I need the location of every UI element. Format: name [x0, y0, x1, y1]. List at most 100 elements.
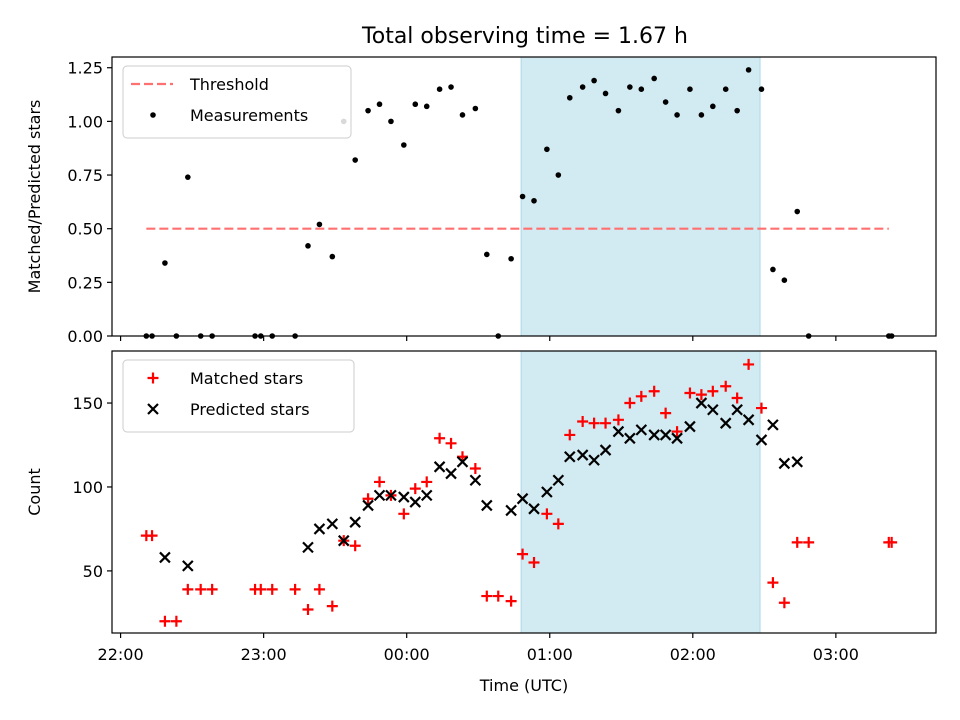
- legend-label: Threshold: [189, 75, 269, 94]
- data-point: [638, 86, 645, 92]
- data-point: [329, 253, 336, 260]
- data-point: [552, 474, 565, 487]
- data-point: [448, 84, 454, 90]
- data-point: [388, 118, 394, 125]
- legend-label: Matched stars: [190, 369, 303, 388]
- x-tick-label: 22:00: [98, 645, 144, 664]
- y-tick-label: 1.00: [67, 112, 103, 131]
- data-point: [591, 77, 597, 84]
- data-point: [423, 103, 430, 110]
- data-point: [778, 457, 791, 470]
- data-point: [720, 380, 732, 392]
- data-point: [755, 434, 768, 446]
- data-point: [469, 474, 482, 487]
- legend-swatch: [147, 403, 159, 415]
- axes-frame: [111, 56, 937, 337]
- data-point: [472, 105, 479, 112]
- data-point: [544, 146, 550, 153]
- y-tick-label: 0.00: [67, 327, 103, 346]
- data-point: [742, 414, 755, 426]
- data-point: [803, 536, 815, 548]
- data-point: [698, 112, 705, 118]
- data-point: [492, 590, 504, 602]
- data-point: [146, 530, 158, 542]
- data-point: [469, 463, 481, 474]
- legend-label: Predicted stars: [190, 400, 310, 419]
- y-tick-label: 0.25: [67, 273, 103, 292]
- data-point: [195, 583, 207, 595]
- data-point: [662, 99, 669, 105]
- data-point: [794, 208, 801, 215]
- data-point: [266, 583, 278, 595]
- y-tick-label: 0.75: [67, 166, 103, 185]
- data-point: [313, 583, 325, 595]
- data-point: [162, 260, 168, 266]
- data-point: [349, 540, 361, 552]
- data-point: [588, 417, 600, 429]
- data-point: [722, 86, 729, 92]
- data-point: [684, 387, 696, 399]
- axes-frame: [111, 350, 937, 634]
- x-tick-label: 01:00: [527, 645, 573, 664]
- legend-swatch: [150, 112, 156, 118]
- data-point: [635, 424, 648, 436]
- data-point: [767, 577, 779, 589]
- data-point: [602, 90, 609, 97]
- data-point: [434, 432, 446, 444]
- x-tick-label: 23:00: [241, 645, 287, 664]
- data-point: [289, 583, 301, 595]
- legend: Matched stars Predicted stars: [122, 359, 355, 433]
- data-point: [684, 420, 696, 433]
- data-point: [445, 437, 457, 449]
- data-point: [541, 486, 553, 498]
- data-point: [373, 489, 386, 502]
- data-point: [564, 429, 576, 441]
- data-point: [745, 67, 752, 73]
- data-point: [481, 590, 493, 602]
- data-point: [516, 492, 529, 505]
- data-point: [528, 503, 540, 515]
- data-point: [362, 493, 374, 505]
- data-point: [182, 560, 194, 572]
- data-point: [456, 456, 469, 468]
- data-point: [349, 516, 361, 528]
- count-panel: 50 100 150 22:00 23:00 00:00 01:00 02:00 03:00 Co…: [25, 350, 937, 695]
- data-point: [398, 508, 410, 520]
- data-point: [255, 583, 267, 595]
- data-point: [695, 389, 707, 401]
- data-point: [719, 417, 732, 429]
- data-point: [337, 534, 350, 547]
- data-point: [791, 536, 803, 548]
- data-point: [579, 84, 586, 90]
- data-point: [459, 112, 466, 118]
- data-point: [707, 385, 719, 397]
- data-point: [409, 483, 421, 495]
- data-point: [600, 417, 612, 429]
- data-point: [374, 476, 386, 488]
- data-point: [770, 266, 776, 273]
- data-point: [555, 172, 562, 178]
- data-point: [409, 496, 422, 508]
- data-point: [185, 174, 191, 180]
- data-point: [519, 193, 526, 200]
- data-point: [612, 414, 624, 426]
- data-point: [305, 243, 311, 249]
- data-point: [648, 385, 660, 397]
- data-point: [385, 489, 397, 502]
- data-point: [710, 103, 716, 110]
- data-point: [767, 419, 779, 431]
- data-point: [401, 142, 407, 148]
- data-point: [627, 84, 633, 90]
- data-point: [660, 407, 672, 419]
- data-point: [505, 504, 517, 517]
- data-point: [302, 541, 314, 554]
- data-point: [376, 101, 383, 108]
- data-point: [648, 429, 660, 441]
- legend-box: [122, 359, 355, 433]
- data-point: [433, 461, 446, 473]
- legend: Threshold Measurements: [122, 65, 352, 139]
- data-point: [517, 548, 529, 560]
- data-point: [313, 523, 326, 535]
- shaded-region: [520, 56, 761, 337]
- data-point: [886, 536, 898, 548]
